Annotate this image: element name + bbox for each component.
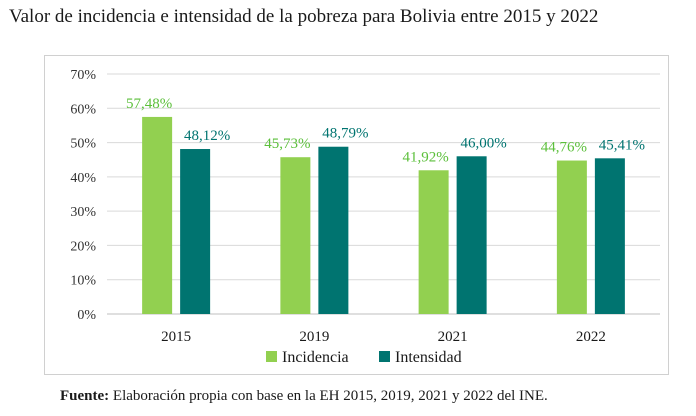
bar-intensidad-2019 xyxy=(318,146,349,314)
legend-swatch-intensidad xyxy=(379,351,390,362)
bar-incidencia-2019 xyxy=(280,157,311,314)
data-label: 45,41% xyxy=(599,137,645,153)
data-labels: 57,48% 48,12% 45,73% 48,79% 41,92% 46,00% 44,7… xyxy=(126,96,645,165)
bar-intensidad-2022 xyxy=(594,158,625,314)
bar-incidencia-2022 xyxy=(556,160,587,314)
legend-label-incidencia: Incidencia xyxy=(282,349,349,366)
bar-intensidad-2021 xyxy=(456,156,487,314)
y-tick-label: 60% xyxy=(70,102,96,117)
chart-title: Valor de incidencia e intensidad de la p… xyxy=(9,6,599,27)
bar-intensidad-2015 xyxy=(180,149,211,314)
y-tick-label: 30% xyxy=(70,205,96,220)
source-note: Fuente: Elaboración propia con base en l… xyxy=(60,388,548,405)
bar-chart: 0% 10% 20% 30% 40% 50% 60% 70% 57,48% 48,12% 45,7… xyxy=(70,68,660,366)
data-label: 41,92% xyxy=(403,149,449,165)
x-tick-label: 2015 xyxy=(161,329,191,345)
x-tick-label: 2021 xyxy=(438,329,468,345)
y-tick-label: 20% xyxy=(70,239,96,254)
data-label: 46,00% xyxy=(461,135,507,151)
data-label: 44,76% xyxy=(541,140,587,156)
y-tick-label: 40% xyxy=(70,171,96,186)
legend-swatch-incidencia xyxy=(266,351,277,362)
data-label: 57,48% xyxy=(126,96,172,112)
x-tick-label: 2022 xyxy=(576,329,606,345)
bar-incidencia-2015 xyxy=(142,116,173,314)
data-label: 45,73% xyxy=(264,136,310,152)
source-text: Elaboración propia con base en la EH 201… xyxy=(112,388,548,404)
bar-incidencia-2021 xyxy=(418,170,449,314)
legend-label-intensidad: Intensidad xyxy=(395,349,462,366)
x-tick-label: 2019 xyxy=(299,329,329,345)
x-axis-ticks: 2015 2019 2021 2022 xyxy=(161,329,606,345)
bars xyxy=(142,116,625,314)
chart-frame xyxy=(44,55,669,375)
y-tick-label: 70% xyxy=(70,68,96,83)
y-tick-label: 50% xyxy=(70,137,96,152)
source-label: Fuente: xyxy=(60,388,110,404)
y-axis-ticks: 0% 10% 20% 30% 40% 50% 60% 70% xyxy=(70,68,96,323)
legend: Incidencia Intensidad xyxy=(266,349,462,366)
y-tick-label: 0% xyxy=(77,308,96,323)
data-label: 48,12% xyxy=(184,128,230,144)
y-tick-label: 10% xyxy=(70,274,96,289)
data-label: 48,79% xyxy=(322,126,368,142)
